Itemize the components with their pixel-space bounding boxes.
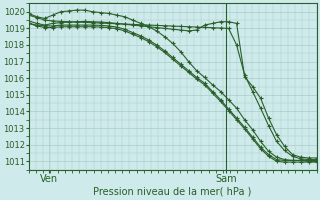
X-axis label: Pression niveau de la mer( hPa ): Pression niveau de la mer( hPa ) [93,187,252,197]
